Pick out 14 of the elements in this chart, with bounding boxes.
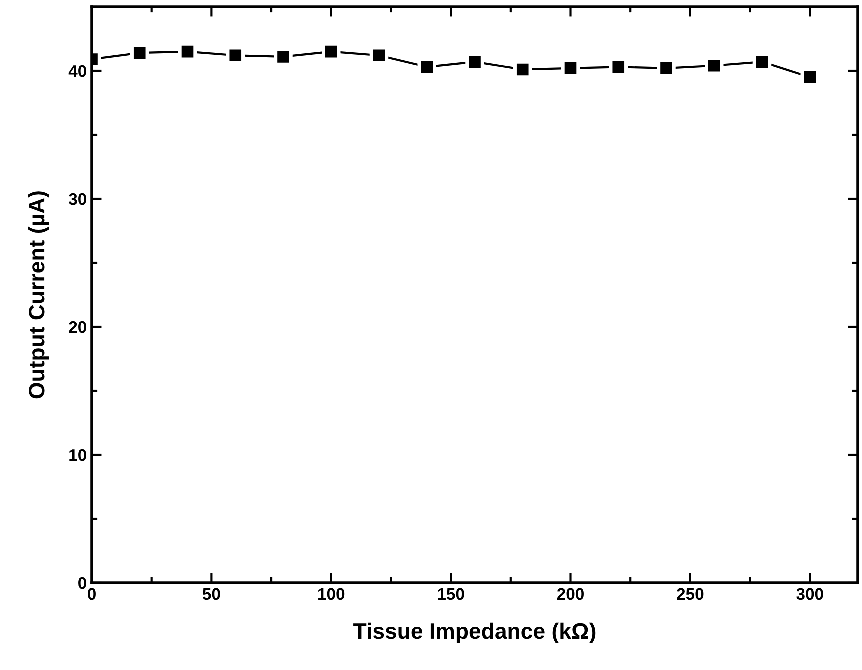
x-tick-label: 300 <box>796 588 824 600</box>
x-tick-label: 200 <box>557 588 584 600</box>
x-tick-label: 50 <box>202 588 220 600</box>
x-tick-label: 0 <box>88 588 96 600</box>
y-tick-label: 10 <box>70 449 86 462</box>
y-tick-label: 30 <box>68 193 86 206</box>
y-tick-label: 40 <box>68 65 86 78</box>
y-tick-label: 20 <box>69 321 86 334</box>
x-tick-label: 150 <box>438 588 464 600</box>
y-tick-label: 0 <box>78 577 86 590</box>
x-tick-label: 100 <box>318 588 345 600</box>
x-axis-title: Tissue Impedance (kΩ) <box>354 622 596 644</box>
x-tick-label: 250 <box>677 588 704 600</box>
y-axis-title: Output Current (µA) <box>28 192 50 399</box>
